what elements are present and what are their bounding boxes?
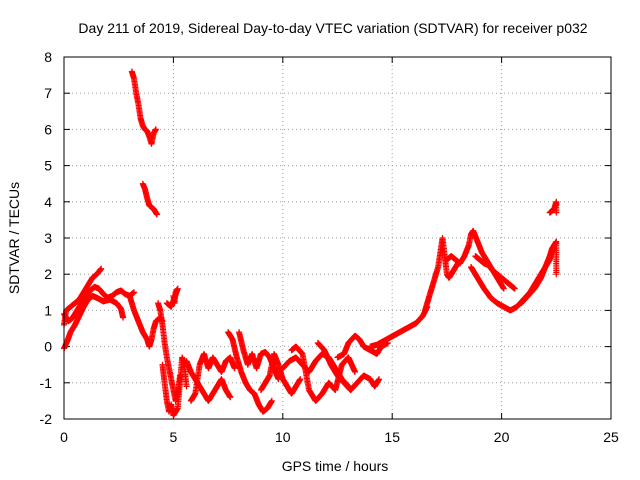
data-point (183, 383, 190, 390)
data-point (297, 376, 304, 383)
data-point (98, 265, 105, 272)
y-tick-label: 4 (44, 194, 52, 210)
x-tick-label: 5 (170, 429, 178, 445)
data-point (553, 271, 560, 278)
data-point (227, 394, 234, 401)
grid-lines (64, 57, 611, 419)
data-point (120, 314, 127, 321)
y-tick-label: 3 (44, 230, 52, 246)
y-tick-label: 2 (44, 266, 52, 282)
data-point (500, 285, 507, 292)
y-tick-label: 7 (44, 85, 52, 101)
x-axis-label: GPS time / hours (282, 458, 389, 474)
data-point (268, 397, 275, 404)
data-point (131, 289, 138, 296)
tick-labels: 0 5 10 15 20 25 -2 -1 0 1 2 3 4 5 6 7 8 (40, 49, 619, 445)
y-tick-label: -2 (40, 411, 53, 427)
y-tick-label: 0 (44, 339, 52, 355)
data-points (61, 68, 560, 419)
series-points (61, 68, 560, 419)
x-tick-label: 20 (494, 429, 510, 445)
x-tick-label: 0 (60, 429, 68, 445)
y-tick-label: 5 (44, 158, 52, 174)
x-tick-label: 25 (603, 429, 619, 445)
data-point (231, 365, 238, 372)
y-axis-label: SDTVAR / TECUs (6, 182, 22, 294)
x-tick-label: 15 (384, 429, 400, 445)
chart-title: Day 211 of 2019, Sidereal Day-to-day VTE… (78, 20, 587, 36)
data-point (511, 285, 518, 292)
data-point (163, 300, 170, 307)
y-tick-label: 6 (44, 121, 52, 137)
y-tick-label: 1 (44, 302, 52, 318)
data-point (152, 126, 159, 133)
data-point (553, 209, 560, 216)
y-tick-label: -1 (40, 375, 53, 391)
data-point (352, 368, 359, 375)
plot-frame (63, 56, 612, 420)
data-point (376, 376, 383, 383)
y-tick-label: 8 (44, 49, 52, 65)
data-point (153, 211, 160, 218)
x-tick-label: 10 (275, 429, 291, 445)
